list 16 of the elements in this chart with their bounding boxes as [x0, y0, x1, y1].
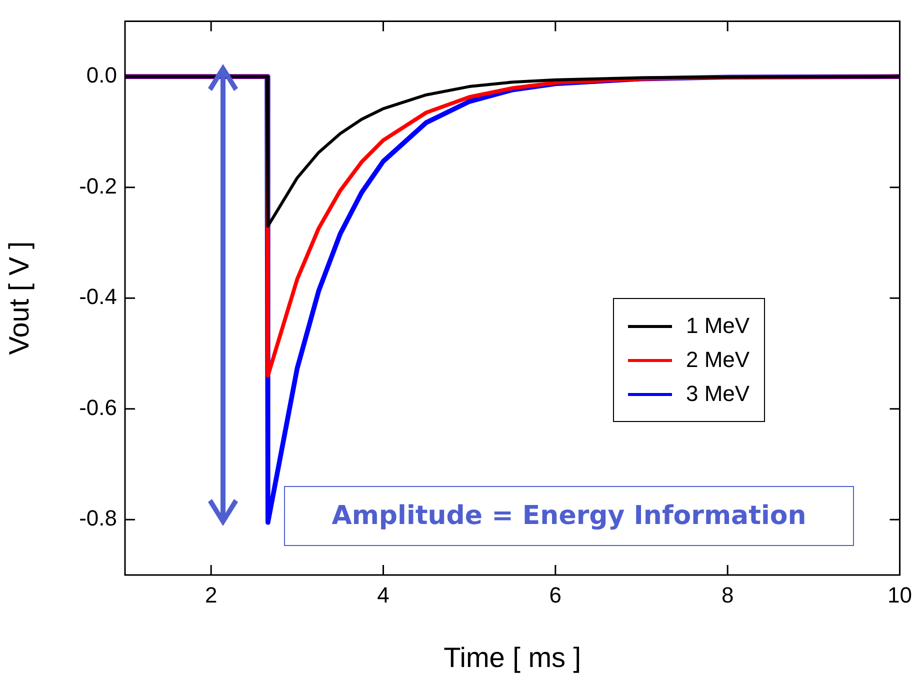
x-axis-title: Time [ ms ] — [444, 642, 582, 673]
legend-label: 2 MeV — [685, 346, 750, 374]
y-tick-label: -0.8 — [79, 506, 117, 531]
x-tick-label: 4 — [377, 582, 390, 608]
x-tick-label: 8 — [721, 582, 734, 608]
y-tick-label: 0.0 — [86, 62, 117, 88]
x-tick-label: 6 — [549, 582, 562, 608]
y-tick-label: -0.4 — [79, 284, 117, 310]
legend-label: 1 MeV — [685, 312, 750, 340]
y-tick-label: -0.2 — [79, 173, 117, 198]
x-tick-label: 10 — [888, 582, 912, 608]
legend-label: 3 MeV — [685, 380, 750, 408]
x-tick-label: 2 — [204, 582, 218, 608]
y-axis-title: Vout [ V ] — [4, 241, 35, 355]
y-tick-label: -0.6 — [79, 394, 117, 420]
annotation: Amplitude = Energy Information — [284, 486, 854, 546]
